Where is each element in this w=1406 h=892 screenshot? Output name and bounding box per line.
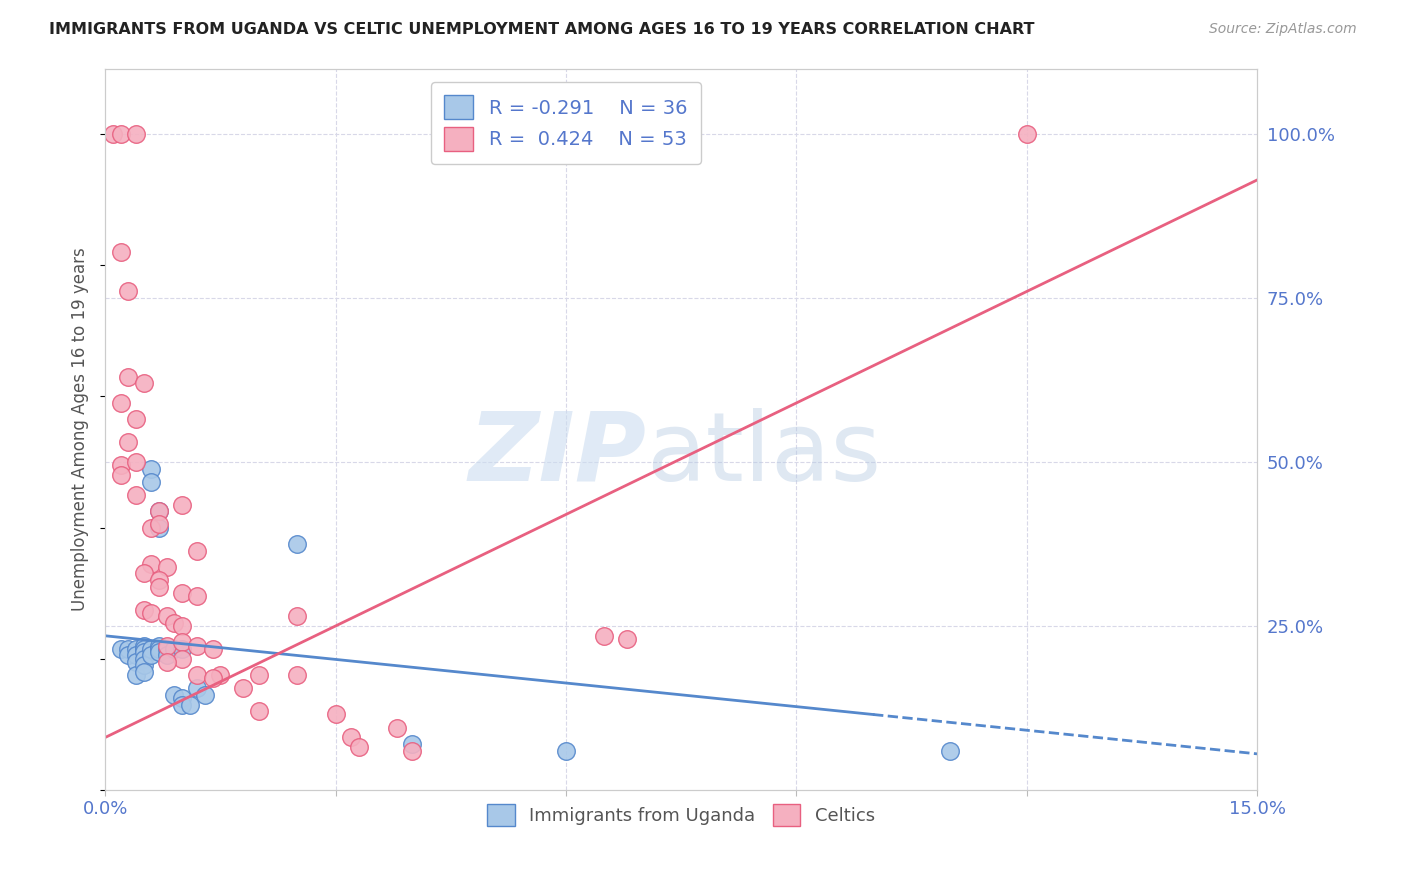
Point xyxy=(125,127,148,141)
Point xyxy=(186,668,208,682)
Point xyxy=(170,586,193,600)
Point xyxy=(132,665,155,679)
Point xyxy=(156,648,179,663)
Point xyxy=(148,580,170,594)
Point xyxy=(347,740,370,755)
Point xyxy=(132,376,155,391)
Point xyxy=(125,668,148,682)
Point xyxy=(125,648,148,663)
Point xyxy=(1015,127,1038,141)
Point xyxy=(247,704,270,718)
Point xyxy=(170,641,193,656)
Point xyxy=(132,652,155,666)
Point xyxy=(110,458,132,473)
Point xyxy=(117,641,139,656)
Point xyxy=(132,645,155,659)
Point xyxy=(163,688,186,702)
Point xyxy=(132,658,155,673)
Point xyxy=(194,688,217,702)
Point xyxy=(179,698,201,712)
Point xyxy=(593,629,616,643)
Point xyxy=(141,520,163,534)
Point xyxy=(141,606,163,620)
Point xyxy=(125,641,148,656)
Point xyxy=(170,619,193,633)
Point xyxy=(148,639,170,653)
Point xyxy=(616,632,638,646)
Point xyxy=(163,641,186,656)
Point xyxy=(186,543,208,558)
Point xyxy=(141,648,163,663)
Text: ZIP: ZIP xyxy=(468,408,647,501)
Point xyxy=(125,412,148,426)
Point xyxy=(401,743,423,757)
Text: atlas: atlas xyxy=(647,408,882,501)
Point xyxy=(170,691,193,706)
Point xyxy=(163,615,186,630)
Point xyxy=(201,672,224,686)
Point xyxy=(132,639,155,653)
Point xyxy=(110,641,132,656)
Point xyxy=(156,655,179,669)
Point xyxy=(340,731,363,745)
Point xyxy=(148,645,170,659)
Point xyxy=(170,635,193,649)
Point xyxy=(156,560,179,574)
Point xyxy=(148,520,170,534)
Point xyxy=(141,475,163,489)
Point xyxy=(285,537,308,551)
Point xyxy=(110,396,132,410)
Point xyxy=(156,641,179,656)
Point xyxy=(125,488,148,502)
Point xyxy=(186,681,208,696)
Point xyxy=(132,641,155,656)
Point xyxy=(148,641,170,656)
Point xyxy=(101,127,124,141)
Point xyxy=(125,655,148,669)
Point xyxy=(148,504,170,518)
Point xyxy=(141,641,163,656)
Text: Source: ZipAtlas.com: Source: ZipAtlas.com xyxy=(1209,22,1357,37)
Point xyxy=(201,641,224,656)
Point xyxy=(141,461,163,475)
Point xyxy=(285,668,308,682)
Point xyxy=(117,369,139,384)
Point xyxy=(170,698,193,712)
Point xyxy=(156,639,179,653)
Point xyxy=(325,707,347,722)
Point xyxy=(385,721,408,735)
Point xyxy=(141,557,163,571)
Point xyxy=(285,609,308,624)
Point xyxy=(148,573,170,587)
Point xyxy=(156,609,179,624)
Legend: Immigrants from Uganda, Celtics: Immigrants from Uganda, Celtics xyxy=(478,795,884,835)
Point xyxy=(110,245,132,260)
Point xyxy=(148,517,170,532)
Point xyxy=(132,566,155,581)
Point xyxy=(117,648,139,663)
Point xyxy=(555,743,578,757)
Point xyxy=(110,468,132,483)
Point xyxy=(125,455,148,469)
Point xyxy=(117,435,139,450)
Point xyxy=(132,602,155,616)
Point xyxy=(170,498,193,512)
Point xyxy=(247,668,270,682)
Point xyxy=(110,127,132,141)
Point xyxy=(186,590,208,604)
Point xyxy=(170,652,193,666)
Y-axis label: Unemployment Among Ages 16 to 19 years: Unemployment Among Ages 16 to 19 years xyxy=(72,247,89,611)
Point xyxy=(209,668,232,682)
Point xyxy=(232,681,254,696)
Point xyxy=(148,504,170,518)
Point xyxy=(401,737,423,751)
Point xyxy=(117,285,139,299)
Text: IMMIGRANTS FROM UGANDA VS CELTIC UNEMPLOYMENT AMONG AGES 16 TO 19 YEARS CORRELAT: IMMIGRANTS FROM UGANDA VS CELTIC UNEMPLO… xyxy=(49,22,1035,37)
Point xyxy=(186,639,208,653)
Point xyxy=(939,743,962,757)
